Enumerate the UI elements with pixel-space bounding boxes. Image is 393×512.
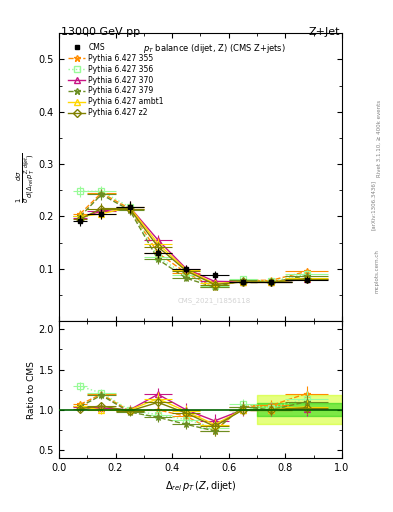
Pythia 6.427 z2	[156, 244, 160, 250]
Pythia 6.427 370	[127, 204, 132, 210]
Pythia 6.427 355	[78, 211, 83, 217]
X-axis label: $\Delta_{rel}\,p_T\,(Z,\mathrm{dijet})$: $\Delta_{rel}\,p_T\,(Z,\mathrm{dijet})$	[165, 479, 236, 493]
Y-axis label: $\frac{1}{\sigma}\frac{d\sigma}{d(\Delta_{rel}\,p_T^{Z,dijet})}$: $\frac{1}{\sigma}\frac{d\sigma}{d(\Delta…	[15, 152, 37, 203]
Pythia 6.427 379	[184, 275, 189, 281]
Pythia 6.427 370	[241, 279, 245, 285]
Pythia 6.427 379	[212, 284, 217, 290]
Pythia 6.427 ambt1	[78, 214, 83, 220]
Text: [arXiv:1306.3436]: [arXiv:1306.3436]	[371, 180, 376, 230]
Pythia 6.427 355	[127, 205, 132, 211]
Pythia 6.427 370	[78, 215, 83, 221]
Text: mcplots.cern.ch: mcplots.cern.ch	[375, 249, 380, 293]
Pythia 6.427 379	[269, 280, 274, 286]
Pythia 6.427 ambt1	[184, 267, 189, 273]
Pythia 6.427 370	[184, 266, 189, 272]
Text: Z+Jet: Z+Jet	[309, 27, 340, 37]
Text: 13000 GeV pp: 13000 GeV pp	[61, 27, 140, 37]
Pythia 6.427 z2	[99, 205, 104, 211]
Y-axis label: Ratio to CMS: Ratio to CMS	[27, 361, 36, 419]
Pythia 6.427 ambt1	[99, 211, 104, 217]
Pythia 6.427 379	[78, 214, 83, 220]
Pythia 6.427 379	[99, 191, 104, 198]
Pythia 6.427 356	[184, 272, 189, 278]
Pythia 6.427 355	[212, 284, 217, 290]
Pythia 6.427 z2	[184, 268, 189, 274]
Pythia 6.427 356	[212, 283, 217, 289]
Pythia 6.427 z2	[212, 282, 217, 288]
Pythia 6.427 379	[127, 207, 132, 214]
Pythia 6.427 z2	[269, 280, 274, 286]
Pythia 6.427 370	[212, 279, 217, 285]
Line: Pythia 6.427 ambt1: Pythia 6.427 ambt1	[77, 204, 309, 286]
Pythia 6.427 z2	[78, 216, 83, 222]
Pythia 6.427 370	[269, 280, 274, 286]
Text: Rivet 3.1.10, ≥ 400k events: Rivet 3.1.10, ≥ 400k events	[377, 100, 382, 177]
Text: $p_T$ balance (dijet, Z) (CMS Z+jets): $p_T$ balance (dijet, Z) (CMS Z+jets)	[143, 42, 286, 55]
Pythia 6.427 355	[269, 278, 274, 284]
Pythia 6.427 ambt1	[304, 275, 309, 281]
Pythia 6.427 z2	[241, 279, 245, 285]
Pythia 6.427 370	[99, 208, 104, 215]
Pythia 6.427 ambt1	[212, 281, 217, 287]
Line: Pythia 6.427 356: Pythia 6.427 356	[77, 188, 309, 288]
Pythia 6.427 356	[241, 276, 245, 282]
Text: CMS_2021_I1856118: CMS_2021_I1856118	[178, 297, 251, 304]
Pythia 6.427 ambt1	[269, 280, 274, 286]
Pythia 6.427 ambt1	[241, 279, 245, 285]
Pythia 6.427 356	[99, 188, 104, 195]
Line: Pythia 6.427 355: Pythia 6.427 355	[77, 189, 310, 291]
Pythia 6.427 379	[304, 272, 309, 279]
Pythia 6.427 355	[184, 270, 189, 276]
Pythia 6.427 356	[304, 271, 309, 277]
Pythia 6.427 356	[78, 188, 83, 195]
Pythia 6.427 z2	[127, 205, 132, 211]
Pythia 6.427 355	[156, 250, 160, 256]
Pythia 6.427 370	[156, 237, 160, 243]
Pythia 6.427 379	[241, 278, 245, 284]
Legend: CMS, Pythia 6.427 355, Pythia 6.427 356, Pythia 6.427 370, Pythia 6.427 379, Pyt: CMS, Pythia 6.427 355, Pythia 6.427 356,…	[68, 43, 164, 117]
Pythia 6.427 ambt1	[156, 241, 160, 247]
Line: Pythia 6.427 z2: Pythia 6.427 z2	[77, 206, 309, 287]
Pythia 6.427 370	[304, 276, 309, 282]
Pythia 6.427 355	[99, 190, 104, 196]
Line: Pythia 6.427 379: Pythia 6.427 379	[77, 191, 310, 291]
Pythia 6.427 ambt1	[127, 204, 132, 210]
Pythia 6.427 379	[156, 257, 160, 263]
Pythia 6.427 z2	[304, 275, 309, 282]
Pythia 6.427 355	[241, 278, 245, 284]
Pythia 6.427 356	[156, 254, 160, 261]
Pythia 6.427 355	[304, 268, 309, 274]
Line: Pythia 6.427 370: Pythia 6.427 370	[77, 204, 309, 285]
Pythia 6.427 356	[127, 204, 132, 210]
Pythia 6.427 356	[269, 279, 274, 285]
